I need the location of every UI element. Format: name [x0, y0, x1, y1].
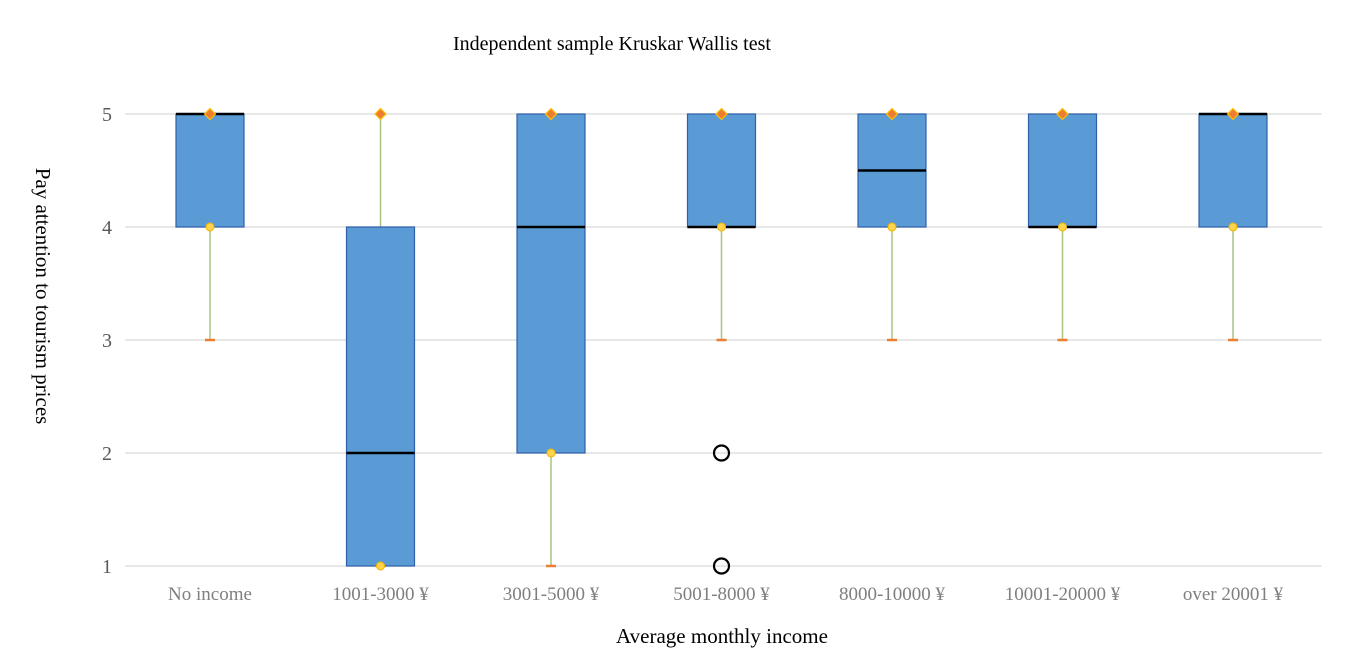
- max-marker: [203, 107, 217, 121]
- box: [686, 113, 757, 228]
- y-tick-label: 5: [102, 104, 112, 126]
- x-tick-label: 5001-8000 ¥: [673, 584, 770, 605]
- y-axis-label: Pay attention to tourism prices: [31, 168, 55, 425]
- q1-marker: [1228, 222, 1238, 232]
- max-marker: [1056, 107, 1069, 121]
- box: [516, 113, 586, 454]
- q1-marker: [546, 448, 556, 458]
- box-group: [857, 107, 927, 342]
- plot-area: [175, 107, 1268, 575]
- max-marker: [1226, 107, 1240, 121]
- q1-marker: [717, 222, 726, 232]
- y-axis-ticks: 1 2 3 4 5: [102, 104, 112, 578]
- x-tick-label: over 20001 ¥: [1183, 584, 1284, 605]
- outlier-point: [712, 444, 731, 462]
- box: [1198, 113, 1268, 228]
- max-marker: [715, 107, 728, 121]
- y-tick-label: 1: [102, 556, 112, 578]
- q1-marker: [1058, 222, 1067, 232]
- q1-marker: [887, 222, 897, 232]
- box: [1027, 113, 1098, 228]
- box: [345, 226, 416, 567]
- chart-title: Independent sample Kruskar Wallis test: [453, 33, 771, 55]
- box-group: [516, 107, 586, 568]
- x-axis-label: Average monthly income: [616, 624, 828, 648]
- x-tick-label: No income: [168, 584, 252, 605]
- q1-marker: [376, 561, 385, 571]
- max-marker: [544, 107, 558, 121]
- box: [175, 113, 245, 228]
- y-tick-label: 2: [102, 443, 112, 465]
- box-group: [175, 107, 245, 342]
- box-group: [686, 107, 757, 575]
- box-group: [345, 107, 416, 571]
- box-group: [1027, 107, 1098, 342]
- max-marker: [885, 107, 899, 121]
- y-tick-label: 3: [102, 330, 112, 352]
- x-tick-label: 8000-10000 ¥: [839, 584, 946, 605]
- q1-marker: [205, 222, 215, 232]
- x-tick-label: 1001-3000 ¥: [332, 584, 429, 605]
- box-group: [1198, 107, 1268, 342]
- x-axis-ticks: No income 1001-3000 ¥ 3001-5000 ¥ 5001-8000…: [168, 584, 1284, 605]
- x-tick-label: 3001-5000 ¥: [503, 584, 600, 605]
- outlier-point: [712, 557, 731, 575]
- x-tick-label: 10001-20000 ¥: [1005, 584, 1121, 605]
- max-marker: [374, 107, 387, 121]
- y-tick-label: 4: [102, 217, 112, 239]
